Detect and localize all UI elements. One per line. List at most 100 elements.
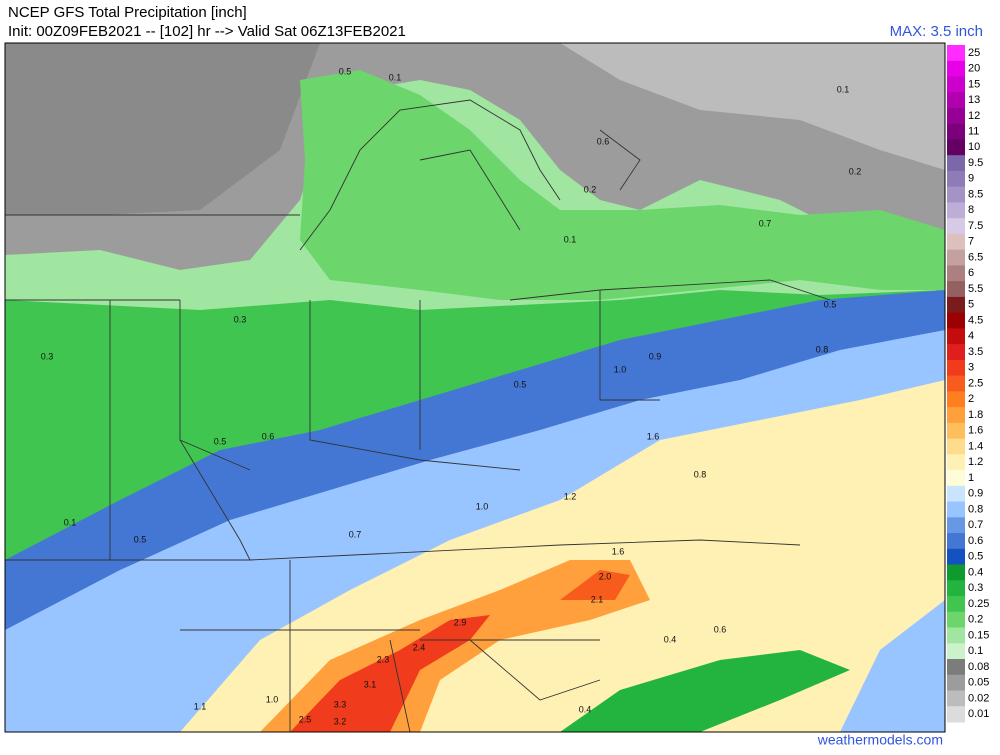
colorbar-label: 1.4 [968,440,983,452]
colorbar-swatch [947,359,965,377]
map-frame [4,42,946,733]
colorbar-label: 4.5 [968,314,983,326]
colorbar-label: 10 [968,141,980,153]
colorbar-label: 9 [968,173,974,185]
map-value-label: 0.1 [564,234,577,244]
colorbar-swatch [947,580,965,597]
colorbar-swatch [947,643,965,660]
map-value-label: 3.2 [334,716,347,726]
colorbar-label: 0.4 [968,566,983,578]
map-value-label: 0.6 [714,624,727,634]
map-value-label: 0.1 [64,517,77,527]
colorbar-swatch [947,233,965,251]
map-value-label: 3.3 [334,699,347,709]
colorbar-swatch [947,690,965,707]
ocean-blue [840,600,945,732]
colorbar-swatch [947,627,965,644]
colorbar-label: 5 [968,299,974,311]
colorbar-swatch [947,344,965,361]
max-label: MAX: 3.5 inch [890,23,983,40]
map-value-label: 0.5 [824,299,837,309]
colorbar-label: 0.05 [968,677,989,689]
colorbar-swatch [947,202,965,219]
colorbar-swatch [947,611,965,629]
colorbar-swatch [947,391,965,408]
colorbar-swatch [947,296,965,314]
map-value-label: 0.7 [759,218,772,228]
map-value-label: 0.8 [694,469,707,479]
map-value-label: 0.5 [339,66,352,76]
borders [5,99,831,732]
colorbar-swatch [947,375,965,392]
map-value-label: 1.0 [476,501,489,511]
green-band-north [300,70,945,300]
map-value-label: 1.0 [266,694,279,704]
colorbar-swatch [947,438,965,455]
colorbar-label: 0.02 [968,692,989,704]
gray-dark [5,43,320,215]
colorbar-swatch [947,249,965,266]
map-value-label: 0.1 [837,84,850,94]
colorbar-label: 20 [968,63,980,75]
map-value-label: 1.0 [614,364,627,374]
colorbar-label: 6.5 [968,251,983,263]
map-value-label: 1.6 [612,546,625,556]
colorbar-label: 0.25 [968,598,989,610]
colorbar-label: 8.5 [968,188,983,200]
map-value-label: 0.3 [41,351,54,361]
map-value-label: 2.4 [413,642,426,652]
colorbar-swatch [947,470,965,487]
colorbar-swatch [947,706,965,723]
colorbar-swatch [947,564,965,581]
colorbar-label: 0.6 [968,535,983,547]
subtitle: Init: 00Z09FEB2021 -- [102] hr --> Valid… [8,23,406,40]
colorbar-label: 3.5 [968,346,983,358]
gray-light [560,43,945,170]
colorbar-label: 1.2 [968,456,983,468]
colorbar-swatch [947,155,965,172]
map-value-label: 1.1 [194,701,207,711]
map-value-label: 2.9 [454,617,467,627]
colorbar-label: 0.3 [968,582,983,594]
colorbar-swatch [947,186,965,203]
map-labels: 0.5 0.1 0.6 0.2 0.1 0.7 0.2 0.1 0.3 0.5 0.9 1.0 0.5 0… [41,66,862,726]
green-coast [560,650,850,732]
colorbar-label: 0.08 [968,661,989,673]
colorbar-label: 1 [968,472,974,484]
colorbar-label: 12 [968,110,980,122]
colorbar-label: 7 [968,236,974,248]
map-value-label: 0.5 [134,534,147,544]
colorbar-swatch [947,45,965,62]
colorbar-swatch [947,170,965,188]
colorbar-swatch [947,265,965,282]
colorbar-swatch [947,60,965,77]
colorbar-label: 0.9 [968,488,983,500]
colorbar-label: 25 [968,47,980,59]
colorbar-label: 5.5 [968,283,983,295]
map-value-label: 2.3 [377,654,390,664]
map-value-label: 0.2 [849,166,862,176]
colorbar-swatch [947,517,965,534]
map-value-label: 0.4 [664,634,677,644]
colorbar-label: 0.7 [968,519,983,531]
colorbar-label: 2 [968,393,974,405]
colorbar-swatch [947,501,965,518]
colorbar-label: 3 [968,362,974,374]
colorbar-label: 15 [968,78,980,90]
colorbar-swatch [947,485,965,503]
colorbar-swatch [947,139,965,156]
map-value-label: 2.5 [299,714,312,724]
colorbar-label: 2.5 [968,377,983,389]
colorbar-label: 4 [968,330,974,342]
colorbar-swatch [947,218,965,235]
colorbar-label: 1.6 [968,425,983,437]
map-value-label: 3.1 [364,679,377,689]
map-value-label: 1.6 [647,431,660,441]
map-value-label: 0.7 [349,529,362,539]
colorbar-swatch [947,596,965,613]
colorbar: 252015131211109.598.587.576.565.554.543.… [947,45,989,723]
colorbar-label: 8 [968,204,974,216]
footer: weathermodels.com [817,732,943,748]
